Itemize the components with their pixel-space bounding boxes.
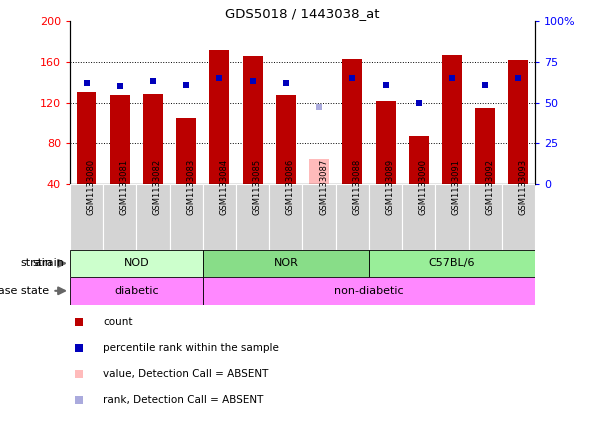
Text: strain: strain [32, 258, 64, 268]
Text: value, Detection Call = ABSENT: value, Detection Call = ABSENT [103, 369, 269, 379]
Text: GSM1133085: GSM1133085 [253, 159, 261, 215]
Bar [475, 108, 495, 184]
Bar [442, 55, 462, 184]
Bar [103, 184, 136, 250]
Bar [269, 184, 302, 250]
Text: GSM1133088: GSM1133088 [352, 159, 361, 215]
Bar [309, 159, 329, 184]
Bar [336, 184, 369, 250]
Bar [110, 96, 130, 184]
Text: count: count [103, 317, 133, 327]
Text: GSM1133090: GSM1133090 [419, 159, 428, 215]
Bar [435, 184, 469, 250]
Bar [302, 184, 336, 250]
Bar [243, 56, 263, 184]
Bar [176, 118, 196, 184]
Bar [369, 184, 402, 250]
Text: GSM1133086: GSM1133086 [286, 159, 295, 215]
Text: non-diabetic: non-diabetic [334, 286, 404, 296]
Bar [143, 94, 163, 184]
Text: GSM1133087: GSM1133087 [319, 159, 328, 215]
Text: NOR: NOR [274, 258, 299, 268]
Bar [209, 49, 229, 184]
Text: diabetic: diabetic [114, 286, 159, 296]
Text: percentile rank within the sample: percentile rank within the sample [103, 343, 279, 353]
Bar [70, 184, 103, 250]
Text: GSM1133093: GSM1133093 [519, 159, 527, 215]
Bar [77, 92, 97, 184]
Bar [136, 184, 170, 250]
Bar [236, 184, 269, 250]
Bar [508, 60, 528, 184]
Text: GSM1133081: GSM1133081 [120, 159, 129, 215]
Text: GSM1133082: GSM1133082 [153, 159, 162, 215]
Bar [203, 277, 535, 305]
Bar [203, 184, 236, 250]
Bar [376, 101, 395, 184]
Title: GDS5018 / 1443038_at: GDS5018 / 1443038_at [225, 7, 380, 20]
Text: disease state: disease state [0, 286, 49, 296]
Text: NOD: NOD [123, 258, 149, 268]
Bar [469, 184, 502, 250]
Text: rank, Detection Call = ABSENT: rank, Detection Call = ABSENT [103, 396, 264, 406]
Text: GSM1133083: GSM1133083 [186, 159, 195, 215]
Text: GSM1133089: GSM1133089 [385, 159, 395, 215]
Bar [402, 184, 435, 250]
Text: strain: strain [21, 258, 52, 268]
Bar [70, 250, 203, 277]
Text: GSM1133084: GSM1133084 [219, 159, 229, 215]
Bar [276, 96, 296, 184]
Text: C57BL/6: C57BL/6 [429, 258, 475, 268]
Bar [342, 59, 362, 184]
Bar [369, 250, 535, 277]
Bar [203, 250, 369, 277]
Text: GSM1133091: GSM1133091 [452, 159, 461, 215]
Bar [502, 184, 535, 250]
Text: GSM1133092: GSM1133092 [485, 159, 494, 215]
Bar [409, 136, 429, 184]
Text: GSM1133080: GSM1133080 [86, 159, 95, 215]
Bar [70, 277, 203, 305]
Bar [170, 184, 203, 250]
